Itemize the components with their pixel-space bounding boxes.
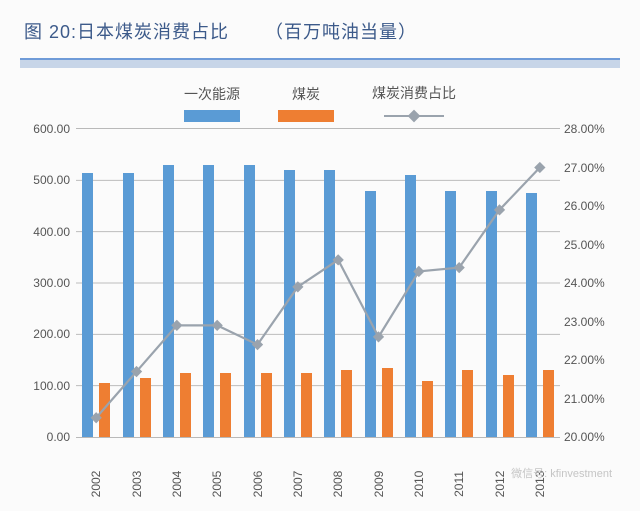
legend-label: 煤炭消费占比 [372,83,456,103]
chart-title: 图 20:日本煤炭消费占比 （百万吨油当量） [0,0,640,58]
title-rule [20,58,620,68]
y-left-tick: 600.00 [20,122,70,136]
plot-area: 2002200320042005200620072008200920102011… [76,128,560,438]
legend-swatch-bar [278,110,334,122]
title-unit: （百万吨油当量） [265,22,417,42]
legend-label: 一次能源 [184,84,240,104]
y-left-tick: 300.00 [20,276,70,290]
y-right-tick: 27.00% [564,161,620,175]
y-right-tick: 20.00% [564,430,620,444]
y-right-tick: 26.00% [564,199,620,213]
chart-area: 一次能源 煤炭 煤炭消费占比 2002200320042005200620072… [20,78,620,496]
legend-swatch-bar [184,110,240,122]
y-left-tick: 400.00 [20,225,70,239]
x-tick-label: 2003 [130,471,144,498]
legend: 一次能源 煤炭 煤炭消费占比 [20,78,620,128]
x-tick-label: 2005 [210,471,224,498]
y-right-tick: 24.00% [564,276,620,290]
y-right-tick: 22.00% [564,353,620,367]
y-right-tick: 28.00% [564,122,620,136]
y-left-tick: 100.00 [20,379,70,393]
watermark: 微信号: kfinvestment [511,465,612,481]
x-tick-label: 2002 [89,471,103,498]
legend-item-coal-share: 煤炭消费占比 [372,83,456,123]
x-tick-label: 2006 [251,471,265,498]
x-tick-label: 2010 [412,471,426,498]
y-right-tick: 25.00% [564,238,620,252]
x-tick-label: 2008 [331,471,345,498]
y-right-tick: 21.00% [564,392,620,406]
title-prefix: 图 20: [24,22,77,42]
legend-label: 煤炭 [292,84,320,104]
x-tick-label: 2012 [493,471,507,498]
y-left-tick: 0.00 [20,430,70,444]
title-main: 日本煤炭消费占比 [77,22,229,42]
y-left-tick: 200.00 [20,327,70,341]
x-tick-label: 2007 [291,471,305,498]
y-right-tick: 23.00% [564,315,620,329]
y-left-tick: 500.00 [20,173,70,187]
legend-swatch-line [384,109,444,123]
legend-item-primary-energy: 一次能源 [184,84,240,122]
line-layer [76,129,560,437]
x-tick-label: 2011 [452,471,466,497]
x-tick-label: 2009 [372,471,386,498]
legend-item-coal: 煤炭 [278,84,334,122]
x-tick-label: 2004 [170,471,184,498]
